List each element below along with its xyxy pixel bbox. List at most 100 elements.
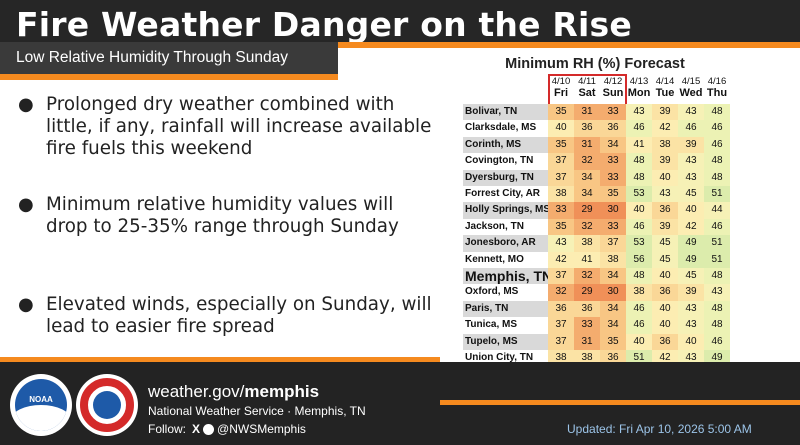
- noaa-logo: NOAA: [10, 374, 72, 436]
- page-title: Fire Weather Danger on the Rise: [16, 5, 632, 44]
- footer-accent-stripe: [0, 357, 440, 362]
- noaa-wave-icon: [15, 405, 67, 431]
- rh-cell: 49: [678, 235, 704, 252]
- rh-cell: 45: [678, 268, 704, 285]
- rh-cell: 32: [574, 268, 600, 285]
- rh-cell: 38: [600, 251, 626, 268]
- column-header: 4/11 Sat: [574, 76, 600, 100]
- rh-cell: 39: [652, 218, 678, 236]
- rh-cell: 43: [678, 300, 704, 318]
- rh-cell: 45: [678, 186, 704, 203]
- column-header: 4/14 Tue: [652, 76, 678, 100]
- rh-cell: 39: [652, 153, 678, 170]
- rh-cell: 41: [626, 136, 652, 154]
- rh-cell: 31: [574, 104, 600, 121]
- follow-label: Follow:: [148, 422, 187, 436]
- subtitle-accent-stripe: [0, 74, 338, 80]
- table-title: Minimum RH (%) Forecast: [505, 56, 685, 72]
- rh-cell: 48: [704, 300, 730, 318]
- rh-cell: 33: [600, 153, 626, 170]
- rh-cell: 43: [678, 153, 704, 170]
- rh-cell: 42: [652, 120, 678, 137]
- rh-cell: 36: [652, 284, 678, 301]
- city-label: Memphis, TN: [463, 268, 553, 285]
- rh-cell: 40: [678, 333, 704, 350]
- rh-cell: 43: [704, 284, 730, 301]
- rh-cell: 35: [548, 218, 574, 236]
- rh-cell: 36: [548, 300, 574, 318]
- column-header: 4/16 Thu: [704, 76, 730, 100]
- rh-cell: 40: [678, 202, 704, 219]
- rh-cell: 40: [652, 268, 678, 285]
- rh-cell: 33: [548, 202, 574, 219]
- rh-cell: 37: [600, 235, 626, 252]
- column-header: 4/10 Fri: [548, 76, 574, 100]
- column-day: Wed: [679, 87, 703, 99]
- rh-cell: 37: [548, 333, 574, 350]
- rh-cell: 33: [600, 104, 626, 121]
- rh-cell: 34: [574, 186, 600, 203]
- social-handle[interactable]: @NWSMemphis: [217, 422, 306, 436]
- rh-cell: 40: [626, 333, 652, 350]
- column-date: 4/14: [655, 76, 675, 87]
- footer-accent-stripe-right: [440, 400, 800, 405]
- rh-cell: 29: [574, 284, 600, 301]
- rh-cell: 43: [678, 317, 704, 334]
- rh-cell: 44: [704, 202, 730, 219]
- rh-cell: 48: [704, 104, 730, 121]
- bullet-text: Minimum relative humidity values will dr…: [46, 194, 399, 237]
- city-label: Bolivar, TN: [463, 104, 548, 121]
- city-label: Kennett, MO: [465, 253, 524, 265]
- bullet-dot-icon: ●: [18, 94, 34, 115]
- rh-cell: 35: [600, 333, 626, 350]
- page-subtitle: Low Relative Humidity Through Sunday: [16, 49, 288, 66]
- rh-cell: 34: [600, 300, 626, 318]
- rh-cell: 46: [704, 333, 730, 350]
- rh-cell: 46: [704, 120, 730, 137]
- rh-cell: 45: [652, 235, 678, 252]
- bullet-dot-icon: ●: [18, 194, 34, 215]
- rh-cell: 46: [704, 218, 730, 236]
- accent-stripe: [338, 42, 800, 48]
- rh-cell: 35: [600, 186, 626, 203]
- rh-cell: 38: [548, 186, 574, 203]
- column-date: 4/10: [551, 76, 571, 87]
- rh-cell: 40: [548, 120, 574, 137]
- rh-cell: 34: [600, 317, 626, 334]
- rh-cell: 36: [574, 120, 600, 137]
- rh-cell: 30: [600, 202, 626, 219]
- column-date: 4/13: [629, 76, 649, 87]
- rh-cell: 43: [548, 235, 574, 252]
- rh-cell: 46: [626, 317, 652, 334]
- city-label: Oxford, MS: [465, 286, 519, 298]
- rh-cell: 41: [574, 251, 600, 268]
- rh-cell: 48: [626, 153, 652, 170]
- column-date: 4/11: [578, 76, 596, 87]
- city-label: Jackson, TN: [465, 220, 524, 232]
- rh-cell: 37: [548, 317, 574, 334]
- rh-cell: 31: [574, 136, 600, 154]
- facebook-icon[interactable]: [203, 423, 215, 435]
- rh-cell: 51: [704, 186, 730, 203]
- column-day: Fri: [553, 87, 569, 99]
- bullet-item: ● Minimum relative humidity values will …: [18, 194, 438, 238]
- bullet-item: ● Prolonged dry weather combined with li…: [18, 94, 438, 160]
- rh-cell: 48: [704, 169, 730, 186]
- rh-cell: 48: [704, 153, 730, 170]
- x-icon[interactable]: X: [192, 422, 201, 436]
- website-link[interactable]: weather.gov/memphis: [148, 382, 319, 402]
- bullet-dot-icon: ●: [18, 294, 34, 315]
- rh-cell: 39: [678, 284, 704, 301]
- rh-cell: 48: [626, 169, 652, 186]
- rh-cell: 43: [678, 169, 704, 186]
- rh-cell: 38: [574, 235, 600, 252]
- nws-logo: [76, 374, 138, 436]
- rh-cell: 45: [652, 251, 678, 268]
- rh-cell: 36: [574, 300, 600, 318]
- rh-cell: 43: [678, 104, 704, 121]
- rh-cell: 40: [652, 300, 678, 318]
- rh-cell: 32: [574, 218, 600, 236]
- rh-cell: 32: [548, 284, 574, 301]
- column-header: 4/13 Mon: [626, 76, 652, 100]
- column-date: 4/16: [707, 76, 727, 87]
